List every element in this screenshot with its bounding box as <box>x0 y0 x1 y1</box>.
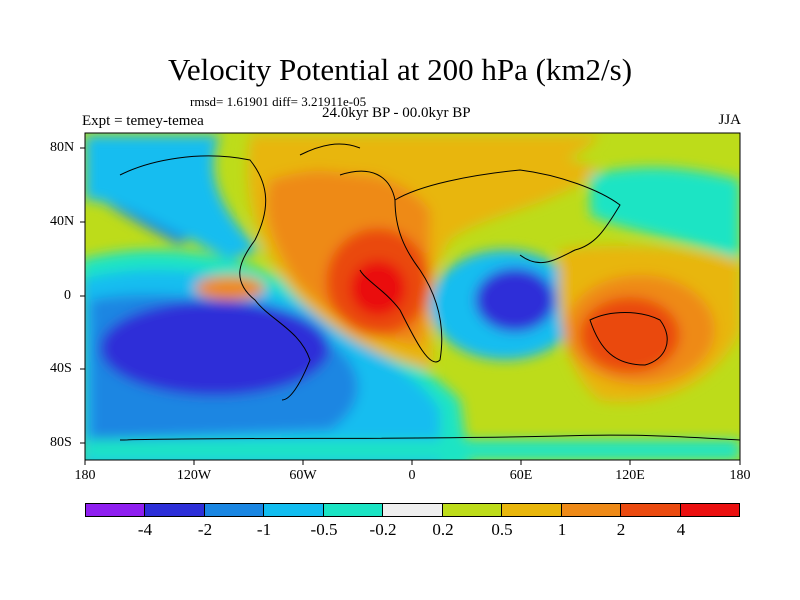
colorbar-swatch <box>502 504 562 516</box>
colorbar-label: 1 <box>557 520 567 539</box>
lat-tick-label: 80N <box>50 140 75 155</box>
contour-small-high-pacific <box>195 276 265 300</box>
contour-low-south-pacific <box>100 300 330 396</box>
colorbar-swatch <box>442 504 503 516</box>
lat-tick-label: 0 <box>64 288 71 303</box>
colorbar-swatch <box>264 504 324 516</box>
lat-tick-label: 80S <box>50 435 72 450</box>
contour-neg-north-pacific <box>590 167 740 260</box>
lon-tick-label: 60E <box>509 468 533 483</box>
experiment-label: Expt = temey-temea <box>82 113 204 129</box>
map-title: Velocity Potential at 200 hPa (km2/s) <box>167 52 633 87</box>
colorbar-label: 2 <box>616 520 626 539</box>
colorbar-swatch <box>383 504 443 516</box>
colorbar-label: 0.5 <box>491 520 513 539</box>
colorbar-label: -4 <box>137 520 153 539</box>
lon-tick-label: 180 <box>74 468 96 483</box>
colorbar-swatch <box>145 504 205 516</box>
colorbar-swatch <box>561 504 622 516</box>
axis-ticks <box>80 147 741 465</box>
colorbar-label: -0.5 <box>310 520 338 539</box>
lat-tick-label: 40S <box>50 361 72 376</box>
lon-tick-label: 0 <box>408 468 416 483</box>
season-label: JJA <box>718 112 741 128</box>
lon-tick-label: 120W <box>176 468 212 483</box>
colorbar-swatch <box>86 504 146 516</box>
colorbar-label: 0.2 <box>432 520 454 539</box>
period-label: 24.0kyr BP - 00.0kyr BP <box>322 105 471 121</box>
colorbar-swatch <box>621 504 681 516</box>
colorbar-label: 4 <box>676 520 686 539</box>
contour-neg-antarctic <box>85 440 740 460</box>
contour-field <box>85 133 740 460</box>
contour-pos-arctic <box>250 135 600 180</box>
colorbar-label: -1 <box>256 520 272 539</box>
colorbar-label: -2 <box>197 520 213 539</box>
coastlines <box>119 143 740 441</box>
colorbar-swatch <box>323 504 384 516</box>
contour-low-indian-core <box>475 268 555 332</box>
colorbar-label: -0.2 <box>369 520 397 539</box>
stats-line: rmsd= 1.61901 diff= 3.21911e-05 <box>190 94 367 109</box>
contour-high-australia-core <box>580 297 680 373</box>
contour-neg-pacific-north <box>85 135 260 260</box>
colorbar-swatch <box>204 504 265 516</box>
lon-tick-label: 120E <box>615 468 645 483</box>
colorbar-swatch <box>680 504 739 516</box>
lon-tick-label: 60W <box>289 468 317 483</box>
lat-tick-label: 40N <box>50 214 75 229</box>
lon-tick-label: 180 <box>729 468 751 483</box>
colorbar <box>85 503 740 517</box>
